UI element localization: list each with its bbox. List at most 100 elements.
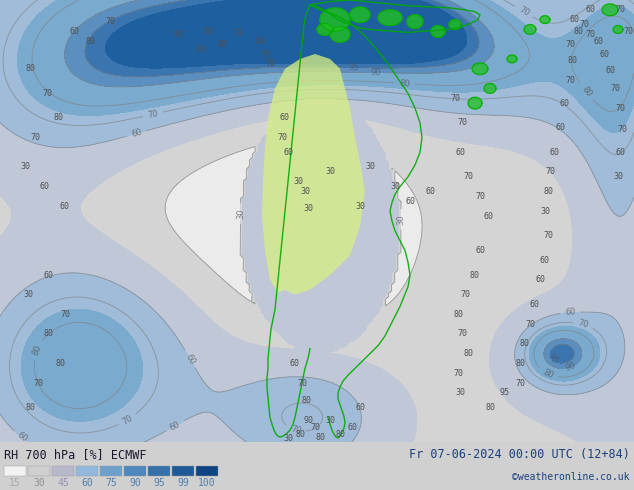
Text: 60: 60 xyxy=(600,49,610,58)
Text: RH 700 hPa [%] ECMWF: RH 700 hPa [%] ECMWF xyxy=(4,448,146,461)
Text: 30: 30 xyxy=(33,478,45,488)
Text: 70: 70 xyxy=(233,29,243,38)
Text: 70: 70 xyxy=(579,20,589,29)
Text: 80: 80 xyxy=(567,56,577,65)
Text: 60: 60 xyxy=(593,37,603,46)
Text: 99: 99 xyxy=(177,478,189,488)
Text: 60: 60 xyxy=(183,352,197,366)
Text: 70: 70 xyxy=(453,369,463,378)
Bar xyxy=(28,466,50,476)
Text: 30: 30 xyxy=(455,389,465,397)
Text: 60: 60 xyxy=(169,419,182,432)
Text: 70: 70 xyxy=(585,30,595,39)
Text: 15: 15 xyxy=(9,478,21,488)
Text: 95: 95 xyxy=(348,63,359,73)
Text: 60: 60 xyxy=(347,423,357,432)
Text: 80: 80 xyxy=(470,270,480,279)
Text: 70: 70 xyxy=(615,5,625,14)
Text: 70: 70 xyxy=(297,379,307,388)
Text: 80: 80 xyxy=(579,85,593,98)
Text: 30: 30 xyxy=(20,163,30,172)
Text: 80: 80 xyxy=(453,310,463,319)
Text: 80: 80 xyxy=(43,329,53,339)
Text: 30: 30 xyxy=(540,207,550,216)
Polygon shape xyxy=(378,10,402,25)
Text: 80: 80 xyxy=(301,396,311,405)
Text: 60: 60 xyxy=(455,148,465,157)
Text: 70: 70 xyxy=(610,84,620,93)
Text: 30: 30 xyxy=(396,214,406,225)
Text: 60: 60 xyxy=(425,187,435,196)
Text: 60: 60 xyxy=(130,128,143,139)
Text: 70: 70 xyxy=(515,379,525,388)
Polygon shape xyxy=(350,7,370,23)
Text: 70: 70 xyxy=(623,27,633,36)
Text: 70: 70 xyxy=(120,413,134,426)
Text: 60: 60 xyxy=(255,37,265,46)
Text: 60: 60 xyxy=(570,15,580,24)
Text: 90: 90 xyxy=(564,361,577,373)
Text: 70: 70 xyxy=(105,17,115,26)
Polygon shape xyxy=(407,15,423,28)
Polygon shape xyxy=(484,83,496,93)
Polygon shape xyxy=(317,24,333,35)
Text: 70: 70 xyxy=(543,231,553,240)
Text: 60: 60 xyxy=(483,212,493,220)
Text: 70: 70 xyxy=(565,40,575,49)
Text: ©weatheronline.co.uk: ©weatheronline.co.uk xyxy=(512,472,630,482)
Text: 80: 80 xyxy=(31,343,44,357)
Text: 60: 60 xyxy=(550,148,560,157)
Text: 80: 80 xyxy=(515,359,525,368)
Text: 60: 60 xyxy=(40,182,50,191)
Bar xyxy=(148,466,170,476)
Text: 60: 60 xyxy=(290,359,300,368)
Text: 60: 60 xyxy=(605,66,615,75)
Text: 30: 30 xyxy=(293,177,303,186)
Text: 75: 75 xyxy=(105,478,117,488)
Text: 90: 90 xyxy=(371,68,381,77)
Text: 70: 70 xyxy=(289,424,302,436)
Text: 30: 30 xyxy=(325,168,335,176)
Text: 70: 70 xyxy=(457,329,467,339)
Polygon shape xyxy=(472,63,488,74)
Text: 60: 60 xyxy=(535,275,545,284)
Text: 80: 80 xyxy=(335,430,345,439)
Text: 30: 30 xyxy=(23,290,33,299)
Polygon shape xyxy=(602,4,618,16)
Text: 70: 70 xyxy=(42,89,52,98)
Text: 80: 80 xyxy=(541,368,555,380)
Text: 80: 80 xyxy=(543,187,553,196)
Text: 60: 60 xyxy=(15,431,29,444)
Text: 80: 80 xyxy=(485,403,495,412)
Text: 30: 30 xyxy=(283,434,293,442)
Text: 60: 60 xyxy=(530,300,540,309)
Text: 70: 70 xyxy=(450,94,460,103)
Text: 60: 60 xyxy=(555,123,565,132)
Polygon shape xyxy=(524,24,536,34)
Text: Fr 07-06-2024 00:00 UTC (12+84): Fr 07-06-2024 00:00 UTC (12+84) xyxy=(409,448,630,461)
Text: 95: 95 xyxy=(500,389,510,397)
Text: 30: 30 xyxy=(300,187,310,196)
Bar xyxy=(172,466,194,476)
Text: 30: 30 xyxy=(365,163,375,172)
Text: 30: 30 xyxy=(325,416,335,425)
Text: 70: 70 xyxy=(475,192,485,201)
Text: 60: 60 xyxy=(60,202,70,211)
Text: 80: 80 xyxy=(203,27,213,36)
Text: 70: 70 xyxy=(60,310,70,319)
Text: 60: 60 xyxy=(615,148,625,157)
Text: 70: 70 xyxy=(265,59,275,68)
Text: 30: 30 xyxy=(303,204,313,213)
Text: 60: 60 xyxy=(355,403,365,412)
Text: 70: 70 xyxy=(30,133,40,142)
Text: 70: 70 xyxy=(310,423,320,432)
Text: 90: 90 xyxy=(129,478,141,488)
Text: 100: 100 xyxy=(198,478,216,488)
Text: 70: 70 xyxy=(260,49,270,58)
Text: 60: 60 xyxy=(565,308,576,318)
Text: 60: 60 xyxy=(280,113,290,122)
Text: 30: 30 xyxy=(390,182,400,191)
Text: 70: 70 xyxy=(463,172,473,181)
Text: 60: 60 xyxy=(475,246,485,255)
Bar xyxy=(100,466,122,476)
